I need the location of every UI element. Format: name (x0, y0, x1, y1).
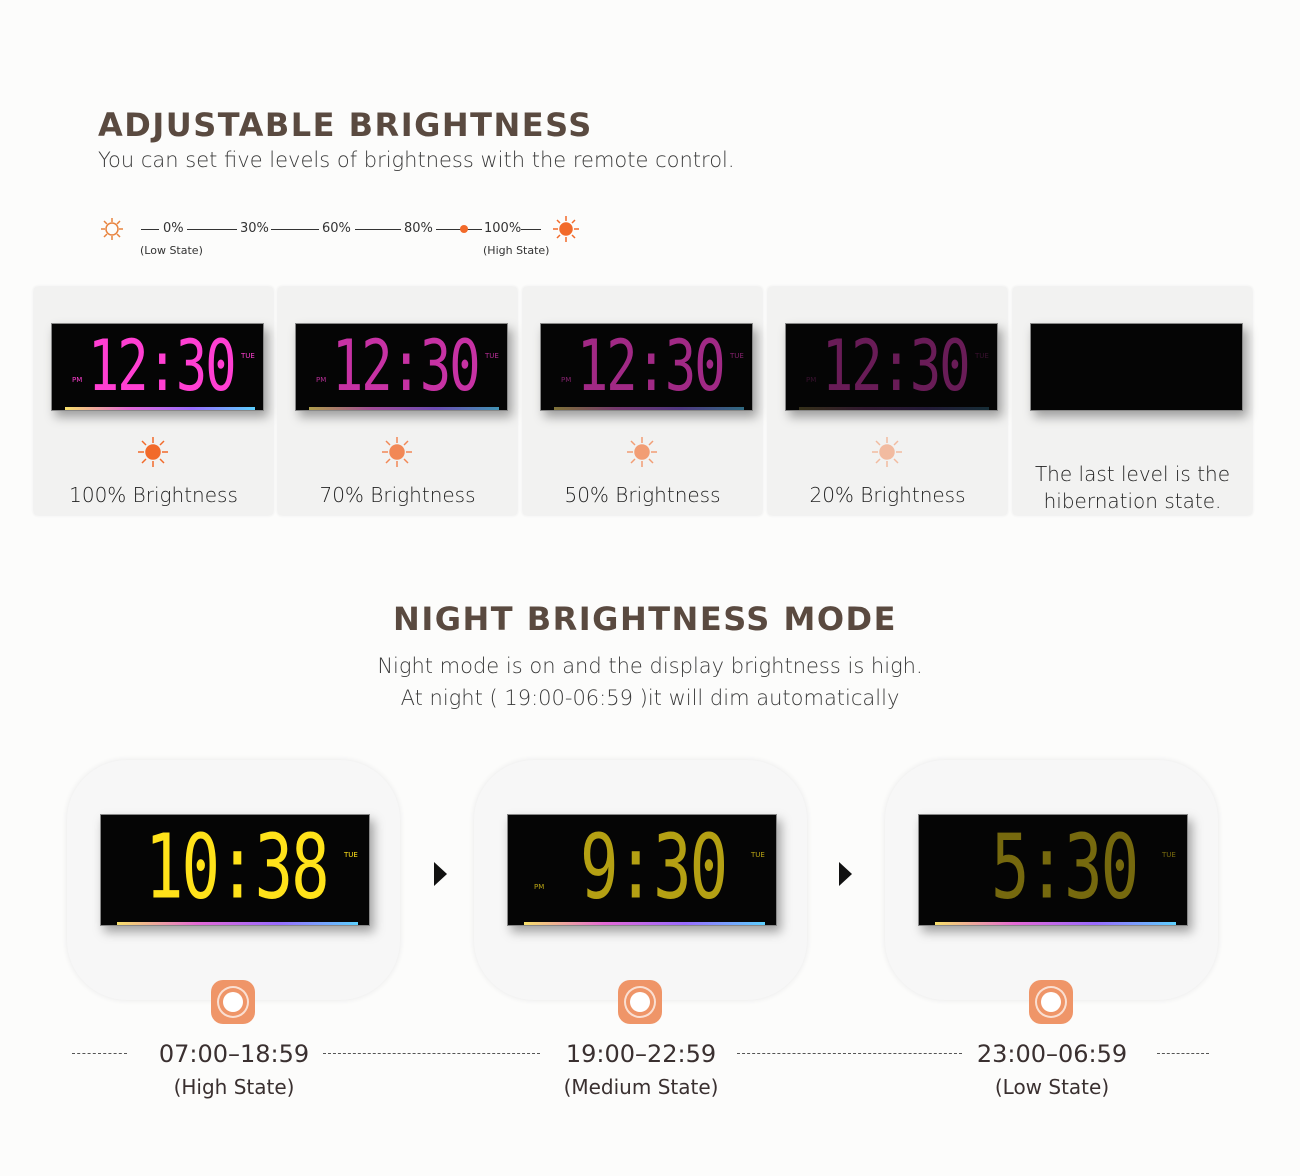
brightness-card: 12:30 PM TUE 50% Brightness (523, 287, 762, 515)
brightness-label: The last level is the hibernation state. (1034, 462, 1231, 513)
timeline-dash (323, 1053, 540, 1054)
night-line1: Night mode is on and the display brightn… (377, 654, 923, 678)
clock-digits: 5:30 (991, 816, 1139, 920)
brightness-card: 12:30 PM TUE 20% Brightness (768, 287, 1007, 515)
arrow-right-icon (434, 862, 447, 886)
level-30: 30% (240, 221, 269, 236)
clock-digits: 10:38 (145, 816, 330, 920)
low-state-label: (Low State) (140, 244, 203, 257)
clock-digits: 12:30 (577, 326, 726, 408)
level-60: 60% (322, 221, 351, 236)
ampm: PM (316, 376, 327, 384)
night-line2: At night ( 19:00-06:59 )it will dim auto… (400, 686, 900, 710)
clock-digits: 12:30 (332, 326, 481, 408)
brightness-label: 20% Brightness (809, 483, 966, 507)
brightness-icon (1029, 980, 1073, 1024)
state-label: (Low State) (994, 1075, 1110, 1099)
clock-device: 5:30 TUE (885, 760, 1218, 1000)
state-label: (High State) (173, 1075, 295, 1099)
clock-display: 12:30 PM TUE (540, 323, 753, 411)
level-80: 80% (404, 221, 433, 236)
clock-display: 10:38 TUE (100, 814, 370, 926)
ampm: PM (72, 376, 83, 384)
brightness-label: 50% Brightness (564, 483, 721, 507)
state-label: (Medium State) (563, 1075, 719, 1099)
brightness-card: 12:30 PM TUE 100% Brightness (34, 287, 273, 515)
level-0: 0% (163, 221, 184, 236)
clock-digits: 12:30 (822, 326, 971, 408)
sun-icon (382, 437, 412, 467)
clock-display: 9:30 PM TUE (507, 814, 777, 926)
brightness-label: 70% Brightness (319, 483, 476, 507)
high-state-label: (High State) (483, 244, 550, 257)
clock-display: 12:30 PM TUE (785, 323, 998, 411)
brightness-icon (211, 980, 255, 1024)
brightness-label: 100% Brightness (69, 483, 238, 507)
arrow-right-icon (839, 862, 852, 886)
clock-digits: 9:30 (580, 816, 728, 920)
sun-icon (138, 437, 168, 467)
time-range: 19:00–22:59 (565, 1040, 717, 1068)
day: TUE (1162, 851, 1176, 859)
brightness-scale: 0% 30% 60% 80% 100% (Low State) (High St… (96, 214, 596, 264)
sun-filled-icon (553, 216, 579, 242)
sun-icon (627, 437, 657, 467)
sun-icon (872, 437, 902, 467)
day: TUE (241, 352, 255, 360)
clock-digits: 12:30 (88, 326, 237, 408)
timeline-dash (737, 1053, 962, 1054)
brightness-title: ADJUSTABLE BRIGHTNESS (98, 106, 593, 144)
day: TUE (344, 851, 358, 859)
day: TUE (730, 352, 744, 360)
day: TUE (485, 352, 499, 360)
night-title: NIGHT BRIGHTNESS MODE (393, 600, 897, 638)
selected-level-marker (460, 225, 468, 233)
clock-display: 12:30 PM TUE (295, 323, 508, 411)
clock-device: 10:38 TUE (67, 760, 400, 1000)
clock-display (1030, 323, 1243, 411)
clock-display: 12:30 PM TUE (51, 323, 264, 411)
sun-outline-icon (101, 218, 123, 240)
clock-display: 5:30 TUE (918, 814, 1188, 926)
brightness-card: The last level is the hibernation state. (1013, 287, 1252, 515)
day: TUE (751, 851, 765, 859)
time-range: 07:00–18:59 (158, 1040, 310, 1068)
brightness-subtitle: You can set five levels of brightness wi… (98, 148, 735, 172)
brightness-icon (618, 980, 662, 1024)
day: TUE (975, 352, 989, 360)
level-100: 100% (484, 221, 522, 236)
ampm: PM (806, 376, 817, 384)
brightness-card: 12:30 PM TUE 70% Brightness (278, 287, 517, 515)
timeline-dash (1157, 1053, 1209, 1054)
ampm: PM (534, 883, 545, 891)
timeline-dash (72, 1053, 127, 1054)
clock-device: 9:30 PM TUE (474, 760, 807, 1000)
time-range: 23:00–06:59 (976, 1040, 1128, 1068)
ampm: PM (561, 376, 572, 384)
